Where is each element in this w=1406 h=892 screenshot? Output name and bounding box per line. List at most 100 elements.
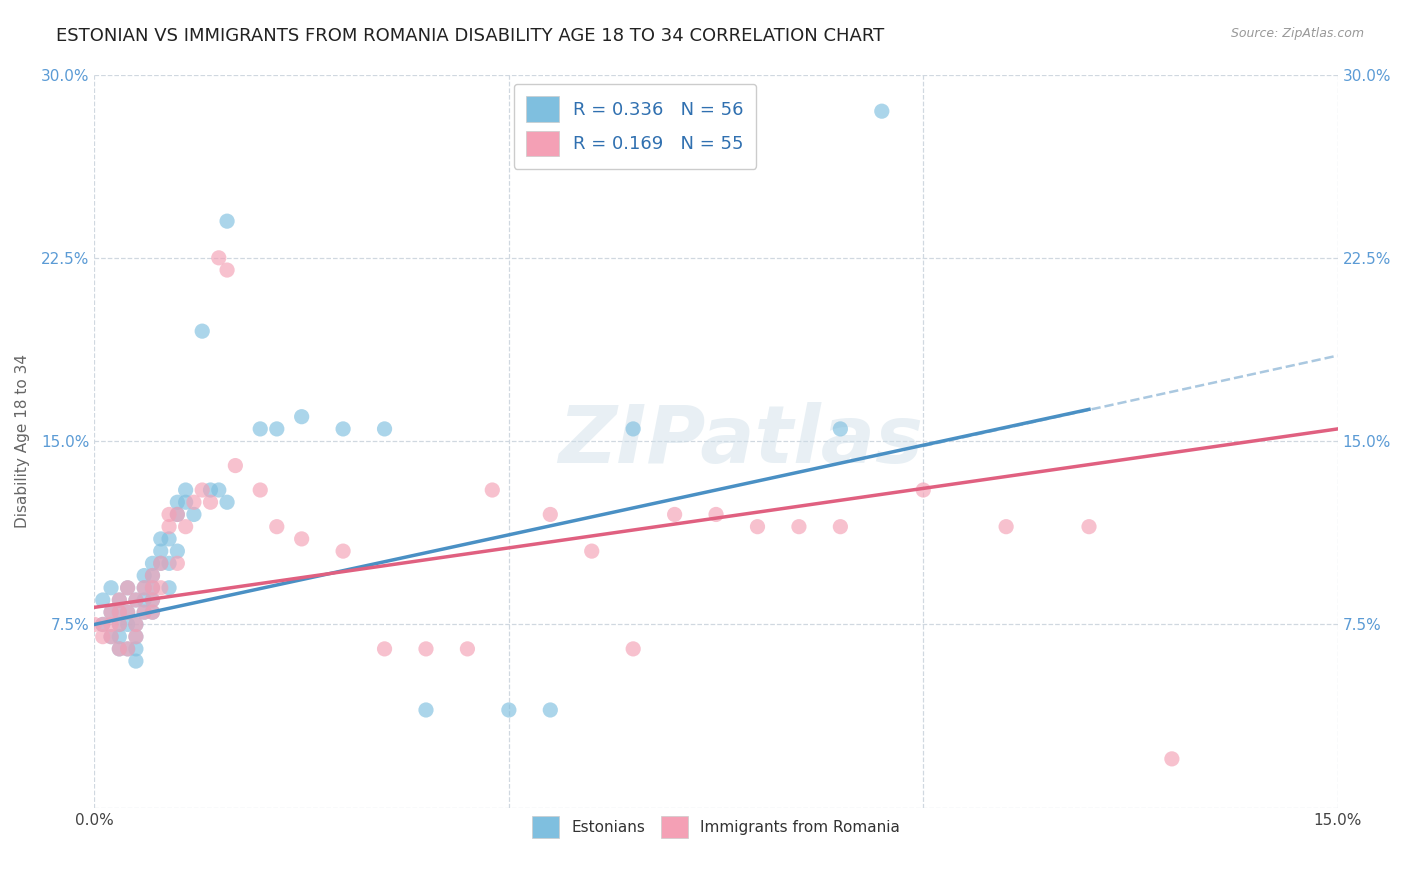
Point: [266, 422, 288, 436]
Point: [108, 630, 131, 644]
Point: [664, 508, 686, 522]
Point: [208, 483, 231, 497]
Point: [117, 581, 139, 595]
Point: [141, 605, 163, 619]
Point: [141, 605, 163, 619]
Point: [134, 605, 156, 619]
Point: [1078, 519, 1101, 533]
Point: [217, 263, 239, 277]
Point: [157, 532, 180, 546]
Point: [117, 605, 139, 619]
Point: [747, 519, 769, 533]
Point: [870, 104, 893, 119]
Point: [100, 630, 122, 644]
Point: [830, 519, 852, 533]
Point: [141, 593, 163, 607]
Point: [134, 581, 156, 595]
Point: [108, 605, 131, 619]
Point: [291, 532, 314, 546]
Point: [108, 641, 131, 656]
Point: [149, 581, 172, 595]
Point: [100, 630, 122, 644]
Point: [134, 568, 156, 582]
Point: [83, 617, 105, 632]
Point: [332, 422, 354, 436]
Point: [125, 593, 148, 607]
Point: [374, 422, 396, 436]
Point: [100, 605, 122, 619]
Point: [174, 495, 197, 509]
Point: [157, 557, 180, 571]
Point: [291, 409, 314, 424]
Point: [621, 641, 644, 656]
Point: [787, 519, 810, 533]
Point: [134, 593, 156, 607]
Point: [100, 581, 122, 595]
Point: [415, 641, 437, 656]
Point: [91, 617, 114, 632]
Point: [166, 557, 188, 571]
Point: [117, 605, 139, 619]
Y-axis label: Disability Age 18 to 34: Disability Age 18 to 34: [15, 354, 30, 528]
Point: [157, 581, 180, 595]
Point: [224, 458, 246, 473]
Point: [125, 593, 148, 607]
Point: [141, 568, 163, 582]
Point: [125, 630, 148, 644]
Point: [149, 544, 172, 558]
Point: [830, 422, 852, 436]
Text: ZIPatlas: ZIPatlas: [558, 402, 924, 480]
Point: [912, 483, 935, 497]
Point: [91, 630, 114, 644]
Point: [166, 508, 188, 522]
Point: [200, 495, 222, 509]
Point: [149, 557, 172, 571]
Point: [1160, 752, 1182, 766]
Point: [108, 617, 131, 632]
Point: [183, 495, 205, 509]
Point: [174, 483, 197, 497]
Point: [581, 544, 603, 558]
Point: [117, 641, 139, 656]
Point: [100, 617, 122, 632]
Point: [117, 617, 139, 632]
Point: [415, 703, 437, 717]
Point: [191, 483, 214, 497]
Point: [125, 654, 148, 668]
Point: [149, 557, 172, 571]
Point: [125, 617, 148, 632]
Point: [621, 422, 644, 436]
Point: [704, 508, 727, 522]
Point: [91, 593, 114, 607]
Point: [481, 483, 503, 497]
Point: [166, 544, 188, 558]
Point: [166, 495, 188, 509]
Point: [498, 703, 520, 717]
Point: [91, 617, 114, 632]
Point: [100, 605, 122, 619]
Point: [149, 532, 172, 546]
Point: [108, 593, 131, 607]
Point: [266, 519, 288, 533]
Text: Source: ZipAtlas.com: Source: ZipAtlas.com: [1230, 27, 1364, 40]
Point: [208, 251, 231, 265]
Point: [141, 568, 163, 582]
Point: [108, 605, 131, 619]
Text: ESTONIAN VS IMMIGRANTS FROM ROMANIA DISABILITY AGE 18 TO 34 CORRELATION CHART: ESTONIAN VS IMMIGRANTS FROM ROMANIA DISA…: [56, 27, 884, 45]
Point: [995, 519, 1018, 533]
Point: [217, 495, 239, 509]
Point: [117, 581, 139, 595]
Point: [134, 581, 156, 595]
Point: [191, 324, 214, 338]
Point: [166, 508, 188, 522]
Point: [125, 617, 148, 632]
Point: [249, 483, 271, 497]
Point: [125, 641, 148, 656]
Point: [456, 641, 478, 656]
Point: [538, 508, 561, 522]
Point: [174, 519, 197, 533]
Point: [374, 641, 396, 656]
Legend: Estonians, Immigrants from Romania: Estonians, Immigrants from Romania: [526, 810, 907, 844]
Point: [538, 703, 561, 717]
Point: [332, 544, 354, 558]
